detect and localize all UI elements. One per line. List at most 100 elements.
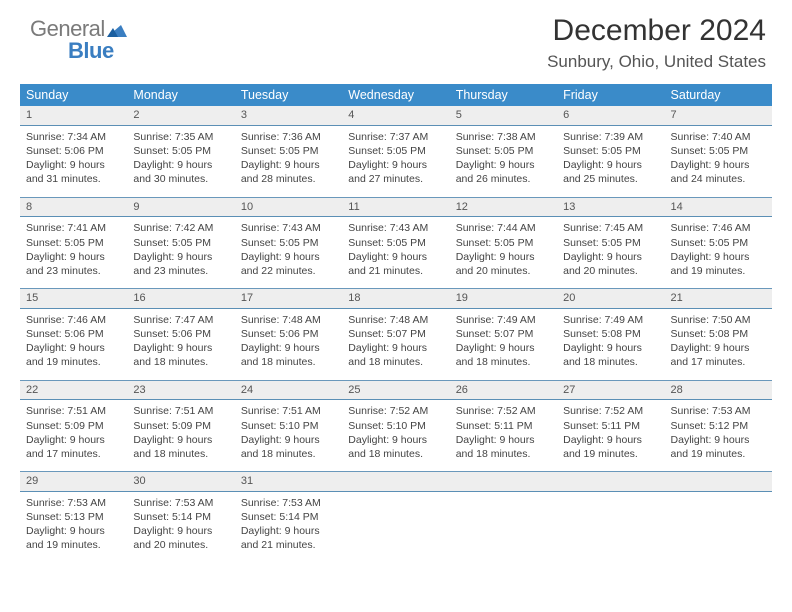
sunrise-text: Sunrise: 7:39 AM xyxy=(563,130,658,144)
day-number: 29 xyxy=(20,471,127,492)
day-body-empty xyxy=(557,492,664,554)
daylight-text-2: and 19 minutes. xyxy=(671,447,766,461)
daylight-text-1: Daylight: 9 hours xyxy=(133,433,228,447)
daylight-text-2: and 17 minutes. xyxy=(26,447,121,461)
daylight-text-2: and 18 minutes. xyxy=(456,355,551,369)
daylight-text-2: and 17 minutes. xyxy=(671,355,766,369)
weekday-header: Sunday xyxy=(20,84,127,106)
daylight-text-1: Daylight: 9 hours xyxy=(241,158,336,172)
sunset-text: Sunset: 5:06 PM xyxy=(241,327,336,341)
day-number: 6 xyxy=(557,106,664,126)
day-body: Sunrise: 7:38 AMSunset: 5:05 PMDaylight:… xyxy=(450,126,557,197)
day-body: Sunrise: 7:46 AMSunset: 5:05 PMDaylight:… xyxy=(665,217,772,288)
day-body: Sunrise: 7:48 AMSunset: 5:07 PMDaylight:… xyxy=(342,309,449,380)
daylight-text-1: Daylight: 9 hours xyxy=(26,341,121,355)
weekday-header: Tuesday xyxy=(235,84,342,106)
daylight-text-2: and 19 minutes. xyxy=(671,264,766,278)
daylight-text-1: Daylight: 9 hours xyxy=(563,250,658,264)
sunrise-text: Sunrise: 7:35 AM xyxy=(133,130,228,144)
day-body: Sunrise: 7:40 AMSunset: 5:05 PMDaylight:… xyxy=(665,126,772,197)
sunrise-text: Sunrise: 7:48 AM xyxy=(241,313,336,327)
calendar-cell: 27Sunrise: 7:52 AMSunset: 5:11 PMDayligh… xyxy=(557,380,664,472)
calendar-cell: 25Sunrise: 7:52 AMSunset: 5:10 PMDayligh… xyxy=(342,380,449,472)
daylight-text-1: Daylight: 9 hours xyxy=(456,250,551,264)
daylight-text-2: and 20 minutes. xyxy=(563,264,658,278)
header: December 2024 Sunbury, Ohio, United Stat… xyxy=(20,14,772,72)
day-number: 11 xyxy=(342,197,449,218)
day-body: Sunrise: 7:51 AMSunset: 5:09 PMDaylight:… xyxy=(127,400,234,471)
calendar-cell: 11Sunrise: 7:43 AMSunset: 5:05 PMDayligh… xyxy=(342,197,449,289)
day-body: Sunrise: 7:52 AMSunset: 5:11 PMDaylight:… xyxy=(450,400,557,471)
daylight-text-1: Daylight: 9 hours xyxy=(671,158,766,172)
calendar-cell: 20Sunrise: 7:49 AMSunset: 5:08 PMDayligh… xyxy=(557,288,664,380)
sunset-text: Sunset: 5:08 PM xyxy=(563,327,658,341)
sunrise-text: Sunrise: 7:46 AM xyxy=(671,221,766,235)
sunrise-text: Sunrise: 7:52 AM xyxy=(348,404,443,418)
day-body: Sunrise: 7:51 AMSunset: 5:09 PMDaylight:… xyxy=(20,400,127,471)
weekday-header: Thursday xyxy=(450,84,557,106)
daylight-text-1: Daylight: 9 hours xyxy=(348,341,443,355)
sunset-text: Sunset: 5:14 PM xyxy=(241,510,336,524)
day-number-empty xyxy=(450,471,557,492)
calendar-row: 8Sunrise: 7:41 AMSunset: 5:05 PMDaylight… xyxy=(20,197,772,289)
sunset-text: Sunset: 5:09 PM xyxy=(26,419,121,433)
sunset-text: Sunset: 5:05 PM xyxy=(671,236,766,250)
day-number: 12 xyxy=(450,197,557,218)
daylight-text-1: Daylight: 9 hours xyxy=(456,341,551,355)
daylight-text-1: Daylight: 9 hours xyxy=(26,433,121,447)
daylight-text-1: Daylight: 9 hours xyxy=(241,250,336,264)
daylight-text-2: and 18 minutes. xyxy=(348,355,443,369)
sunrise-text: Sunrise: 7:46 AM xyxy=(26,313,121,327)
calendar-cell: 1Sunrise: 7:34 AMSunset: 5:06 PMDaylight… xyxy=(20,106,127,197)
sunrise-text: Sunrise: 7:40 AM xyxy=(671,130,766,144)
daylight-text-1: Daylight: 9 hours xyxy=(671,433,766,447)
sunset-text: Sunset: 5:09 PM xyxy=(133,419,228,433)
day-number: 15 xyxy=(20,288,127,309)
month-title: December 2024 xyxy=(20,14,766,48)
day-body: Sunrise: 7:51 AMSunset: 5:10 PMDaylight:… xyxy=(235,400,342,471)
sunset-text: Sunset: 5:12 PM xyxy=(671,419,766,433)
sunset-text: Sunset: 5:05 PM xyxy=(348,236,443,250)
day-number: 20 xyxy=(557,288,664,309)
sunset-text: Sunset: 5:08 PM xyxy=(671,327,766,341)
calendar-cell xyxy=(557,471,664,563)
sunrise-text: Sunrise: 7:43 AM xyxy=(241,221,336,235)
sunrise-text: Sunrise: 7:43 AM xyxy=(348,221,443,235)
daylight-text-1: Daylight: 9 hours xyxy=(348,433,443,447)
weekday-header: Monday xyxy=(127,84,234,106)
day-number: 10 xyxy=(235,197,342,218)
daylight-text-1: Daylight: 9 hours xyxy=(671,341,766,355)
day-number: 30 xyxy=(127,471,234,492)
daylight-text-2: and 19 minutes. xyxy=(26,355,121,369)
day-body: Sunrise: 7:39 AMSunset: 5:05 PMDaylight:… xyxy=(557,126,664,197)
sunrise-text: Sunrise: 7:53 AM xyxy=(241,496,336,510)
daylight-text-2: and 18 minutes. xyxy=(241,447,336,461)
day-number: 18 xyxy=(342,288,449,309)
daylight-text-2: and 18 minutes. xyxy=(133,447,228,461)
sunset-text: Sunset: 5:05 PM xyxy=(563,144,658,158)
daylight-text-2: and 30 minutes. xyxy=(133,172,228,186)
sunset-text: Sunset: 5:05 PM xyxy=(133,144,228,158)
sunrise-text: Sunrise: 7:52 AM xyxy=(563,404,658,418)
sunset-text: Sunset: 5:07 PM xyxy=(348,327,443,341)
day-number: 28 xyxy=(665,380,772,401)
calendar-cell xyxy=(450,471,557,563)
day-body: Sunrise: 7:53 AMSunset: 5:14 PMDaylight:… xyxy=(127,492,234,563)
sunset-text: Sunset: 5:07 PM xyxy=(456,327,551,341)
day-number: 24 xyxy=(235,380,342,401)
sunrise-text: Sunrise: 7:53 AM xyxy=(671,404,766,418)
daylight-text-1: Daylight: 9 hours xyxy=(133,524,228,538)
day-number: 13 xyxy=(557,197,664,218)
day-body: Sunrise: 7:53 AMSunset: 5:14 PMDaylight:… xyxy=(235,492,342,563)
calendar-cell: 8Sunrise: 7:41 AMSunset: 5:05 PMDaylight… xyxy=(20,197,127,289)
daylight-text-1: Daylight: 9 hours xyxy=(456,158,551,172)
calendar-cell: 7Sunrise: 7:40 AMSunset: 5:05 PMDaylight… xyxy=(665,106,772,197)
day-body-empty xyxy=(665,492,772,554)
sunrise-text: Sunrise: 7:45 AM xyxy=(563,221,658,235)
daylight-text-2: and 18 minutes. xyxy=(133,355,228,369)
sunrise-text: Sunrise: 7:53 AM xyxy=(133,496,228,510)
daylight-text-2: and 21 minutes. xyxy=(348,264,443,278)
day-body: Sunrise: 7:34 AMSunset: 5:06 PMDaylight:… xyxy=(20,126,127,197)
sunrise-text: Sunrise: 7:49 AM xyxy=(563,313,658,327)
sunrise-text: Sunrise: 7:47 AM xyxy=(133,313,228,327)
